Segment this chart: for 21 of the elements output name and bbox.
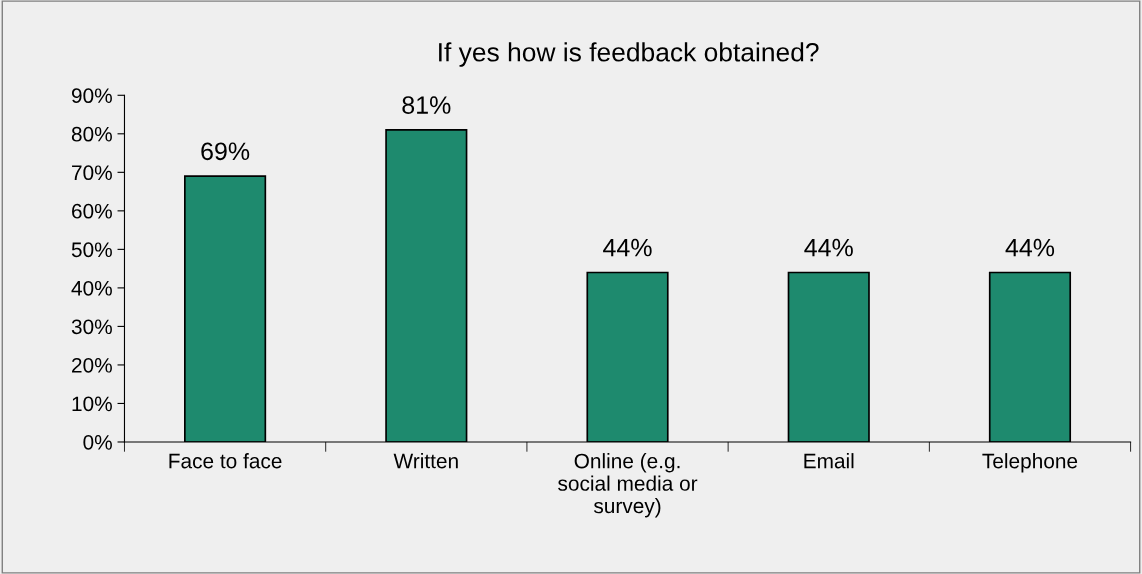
x-tick-label: Telephone bbox=[982, 453, 1078, 473]
y-tick-label: 20% bbox=[72, 357, 112, 373]
y-tick-label: 50% bbox=[71, 242, 112, 258]
x-tick-label: Written bbox=[393, 453, 458, 469]
y-tick-label: 90% bbox=[71, 88, 112, 104]
y-tick-label: 10% bbox=[72, 396, 112, 412]
x-tick-label: Face to face bbox=[169, 453, 282, 469]
data-label: 81% bbox=[402, 96, 451, 114]
chart-title: If yes how is feedback obtained? bbox=[439, 42, 819, 67]
x-tick-label: Online (e.g. social media or survey) bbox=[558, 453, 698, 518]
y-tick-label: 0% bbox=[83, 434, 112, 450]
y-tick-label: 60% bbox=[72, 203, 112, 219]
data-label: 69% bbox=[201, 142, 250, 161]
y-tick-label: 70% bbox=[72, 165, 112, 181]
x-tick-label: Email bbox=[804, 453, 854, 469]
data-label: 44% bbox=[1005, 238, 1055, 257]
y-tick-label: 80% bbox=[71, 126, 112, 142]
y-tick-label: 40% bbox=[71, 280, 112, 296]
y-tick-label: 30% bbox=[71, 319, 112, 335]
data-label: 44% bbox=[804, 238, 853, 257]
data-label: 44% bbox=[603, 238, 652, 257]
